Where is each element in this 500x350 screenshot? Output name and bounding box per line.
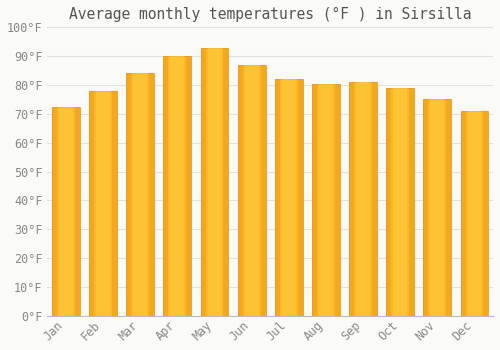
- Bar: [298, 79, 302, 316]
- Bar: [170, 56, 184, 316]
- Bar: [275, 79, 280, 316]
- Bar: [126, 74, 132, 316]
- Bar: [238, 65, 243, 316]
- Bar: [335, 84, 340, 316]
- Bar: [484, 111, 488, 316]
- Bar: [372, 82, 377, 316]
- Bar: [200, 48, 228, 316]
- Bar: [244, 65, 258, 316]
- Bar: [356, 82, 370, 316]
- Bar: [96, 91, 110, 316]
- Bar: [282, 79, 296, 316]
- Bar: [460, 111, 488, 316]
- Bar: [112, 91, 117, 316]
- Bar: [394, 88, 407, 316]
- Bar: [460, 111, 466, 316]
- Bar: [319, 84, 333, 316]
- Bar: [275, 79, 302, 316]
- Bar: [164, 56, 192, 316]
- Bar: [446, 99, 452, 316]
- Bar: [75, 107, 80, 316]
- Bar: [238, 65, 266, 316]
- Bar: [200, 48, 205, 316]
- Bar: [349, 82, 377, 316]
- Bar: [312, 84, 317, 316]
- Bar: [186, 56, 192, 316]
- Bar: [386, 88, 414, 316]
- Bar: [89, 91, 117, 316]
- Title: Average monthly temperatures (°F ) in Sirsilla: Average monthly temperatures (°F ) in Si…: [69, 7, 471, 22]
- Bar: [468, 111, 481, 316]
- Bar: [260, 65, 266, 316]
- Bar: [409, 88, 414, 316]
- Bar: [52, 107, 57, 316]
- Bar: [386, 88, 392, 316]
- Bar: [59, 107, 73, 316]
- Bar: [224, 48, 228, 316]
- Bar: [149, 74, 154, 316]
- Bar: [208, 48, 222, 316]
- Bar: [424, 99, 452, 316]
- Bar: [164, 56, 168, 316]
- Bar: [126, 74, 154, 316]
- Bar: [134, 74, 147, 316]
- Bar: [424, 99, 428, 316]
- Bar: [89, 91, 94, 316]
- Bar: [349, 82, 354, 316]
- Bar: [430, 99, 444, 316]
- Bar: [52, 107, 80, 316]
- Bar: [312, 84, 340, 316]
